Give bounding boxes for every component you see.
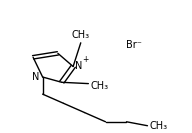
Text: CH₃: CH₃: [90, 81, 108, 91]
Text: +: +: [82, 55, 89, 64]
Text: N: N: [32, 72, 40, 82]
Text: CH₃: CH₃: [72, 30, 90, 40]
Text: CH₃: CH₃: [149, 121, 167, 131]
Text: N: N: [75, 61, 82, 72]
Text: Br⁻: Br⁻: [126, 40, 142, 50]
